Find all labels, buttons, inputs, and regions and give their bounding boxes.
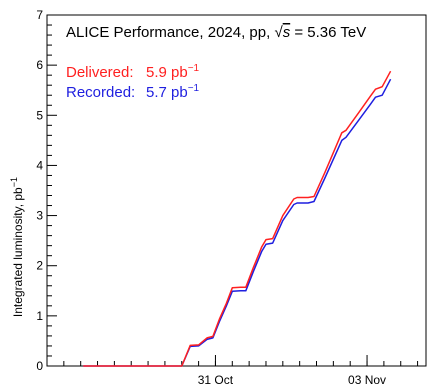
y-tick-label: 7: [36, 8, 43, 22]
y-tick-label: 5: [36, 108, 43, 122]
chart-title-energy: = 5.36 TeV: [290, 24, 366, 41]
series-line-recorded: [83, 78, 392, 367]
y-tick-label: 4: [36, 158, 43, 172]
legend-delivered-exponent: −1: [188, 63, 200, 74]
s-variable: s: [283, 24, 291, 41]
legend-delivered: Delivered: 5.9 pb−1: [66, 63, 200, 81]
axis-ticks: 0 1 2 3 4 5 6 7 31 Oct 03 Nov: [36, 8, 419, 387]
series-line-delivered: [83, 70, 392, 367]
sqrt-symbol: √: [274, 24, 283, 41]
x-tick-label: 03 Nov: [348, 373, 386, 387]
legend-recorded-value: 5.7 pb: [146, 84, 188, 101]
y-tick-label: 0: [36, 359, 43, 373]
legend-recorded: Recorded: 5.7 pb−1: [66, 83, 200, 101]
chart-title-prefix: ALICE Performance, 2024, pp,: [66, 24, 274, 41]
legend-delivered-label: Delivered:: [66, 64, 134, 81]
y-tick-label: 6: [36, 58, 43, 72]
y-tick-label: 3: [36, 209, 43, 223]
y-tick-label: 2: [36, 259, 43, 273]
x-tick-label: 31 Oct: [198, 373, 234, 387]
plot-frame: [46, 14, 427, 367]
legend-recorded-label: Recorded:: [66, 84, 135, 101]
series-lines: [83, 70, 392, 367]
legend-recorded-exponent: −1: [188, 83, 200, 94]
legend-delivered-value: 5.9 pb: [146, 64, 188, 81]
y-axis-title: Integrated luminosity, pb−1: [9, 177, 25, 317]
y-axis-title-exponent: −1: [9, 177, 19, 187]
y-tick-label: 1: [36, 309, 43, 323]
y-axis-title-main: Integrated luminosity, pb: [11, 187, 25, 317]
chart-title: ALICE Performance, 2024, pp, √s = 5.36 T…: [66, 24, 366, 41]
